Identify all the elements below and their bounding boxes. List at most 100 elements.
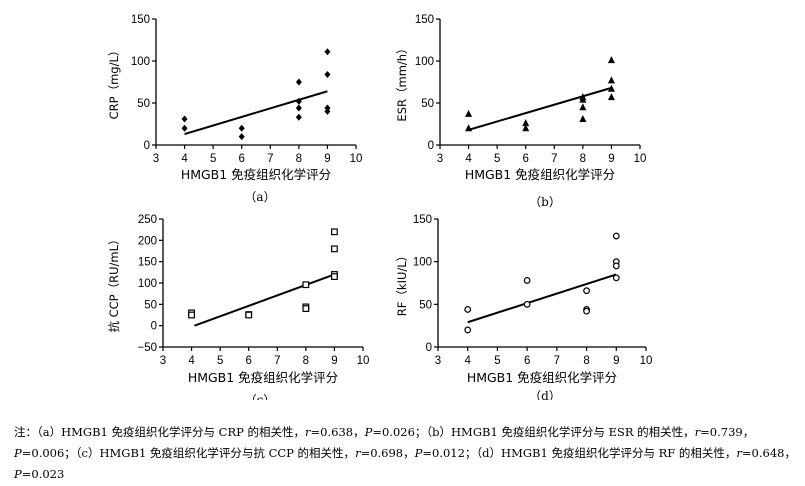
note-prefix: 注：（a）HMGB1 免疫组织化学评分与 CRP 的相关性， bbox=[14, 425, 306, 439]
y-axis-label: CRP（mg/L） bbox=[107, 45, 121, 120]
x-tick-label: 5 bbox=[210, 153, 216, 165]
y-tick-label: 100 bbox=[131, 56, 150, 68]
x-tick-label: 6 bbox=[246, 355, 252, 367]
x-tick-label: 6 bbox=[239, 153, 245, 165]
data-point bbox=[181, 124, 188, 132]
data-point bbox=[464, 306, 472, 313]
data-point bbox=[331, 245, 338, 253]
data-point bbox=[295, 78, 302, 86]
x-axis-label: HMGB1 免疫组织化学评分 bbox=[188, 370, 338, 385]
data-point bbox=[181, 115, 188, 123]
data-point bbox=[324, 48, 331, 56]
data-point bbox=[238, 124, 245, 132]
data-point bbox=[579, 103, 587, 111]
data-point bbox=[245, 311, 253, 319]
y-tick-label: 50 bbox=[419, 299, 432, 311]
x-axis-label: HMGB1 免疫组织化学评分 bbox=[465, 167, 615, 182]
data-point bbox=[464, 326, 472, 334]
x-tick-label: 5 bbox=[217, 355, 223, 367]
note-a-r: r bbox=[305, 425, 311, 439]
data-point bbox=[612, 262, 620, 270]
y-tick-label: 50 bbox=[137, 98, 150, 110]
x-axis-label: HMGB1 免疫组织化学评分 bbox=[467, 370, 617, 385]
y-tick-label: 250 bbox=[138, 214, 157, 226]
x-tick-label: 8 bbox=[303, 355, 309, 367]
x-tick-label: 3 bbox=[437, 153, 443, 165]
y-axis-label: 抗 CCP（RU/mL） bbox=[107, 233, 121, 332]
x-tick-label: 9 bbox=[324, 153, 330, 165]
data-point bbox=[607, 84, 615, 92]
data-point bbox=[607, 93, 615, 101]
y-axis-label: ESR（mm/h） bbox=[395, 42, 409, 121]
y-tick-label: 100 bbox=[138, 278, 157, 290]
note-a-r-value: =0.638， bbox=[310, 425, 365, 439]
data-point bbox=[579, 95, 587, 103]
note-c-r-value: =0.698， bbox=[360, 446, 415, 460]
x-tick-label: 10 bbox=[357, 355, 370, 367]
panel-label: （a） bbox=[244, 190, 275, 204]
note-d-r: r bbox=[736, 446, 742, 460]
chart-panel-c: −50 0 50 100 150 200 250 3 4 5 6 7 8 9 10 抗 CCP（RU/mL） H… bbox=[107, 214, 369, 400]
x-axis-label: HMGB1 免疫组织化学评分 bbox=[181, 167, 331, 182]
x-tick-label: 5 bbox=[494, 355, 500, 367]
x-tick-label: 4 bbox=[181, 153, 188, 165]
panel-label: （c） bbox=[245, 393, 276, 400]
y-tick-label: 100 bbox=[413, 257, 432, 269]
y-tick-label: −50 bbox=[137, 342, 157, 354]
x-tick-label: 3 bbox=[160, 355, 166, 367]
panel-label: （d） bbox=[529, 389, 561, 400]
regression-line bbox=[468, 86, 612, 131]
y-tick-label: 200 bbox=[138, 235, 157, 247]
note-b-p-value: =0.006；（c）HMGB1 免疫组织化学评分与抗 CCP 的相关性， bbox=[21, 446, 356, 460]
x-tick-label: 5 bbox=[494, 153, 500, 165]
data-point bbox=[331, 228, 338, 236]
data-point bbox=[607, 76, 615, 84]
x-tick-label: 7 bbox=[554, 355, 560, 367]
x-tick-label: 8 bbox=[296, 153, 302, 165]
y-tick-label: 100 bbox=[415, 56, 434, 68]
note-d-p-value: =0.023 bbox=[21, 467, 65, 481]
data-point bbox=[238, 133, 245, 141]
x-tick-label: 6 bbox=[524, 355, 530, 367]
x-tick-label: 7 bbox=[267, 153, 273, 165]
figure-note: 注：（a）HMGB1 免疫组织化学评分与 CRP 的相关性，r=0.638，P=… bbox=[14, 422, 796, 485]
chart-panel-b: 0 50 100 150 3 4 5 6 7 8 9 10 ESR（mm/h） HMGB1 免疫组织化学评… bbox=[395, 14, 646, 209]
data-point bbox=[522, 119, 530, 127]
chart-panel-d: 0 50 100 150 3 4 5 6 7 8 9 10 RF（kIU/L） HMGB1 免疫组织化学评… bbox=[395, 214, 652, 400]
data-point bbox=[465, 109, 473, 117]
note-b-r: r bbox=[694, 425, 701, 439]
x-tick-label: 8 bbox=[583, 355, 589, 367]
note-d-r-value: =0.648， bbox=[741, 446, 796, 460]
data-point bbox=[302, 305, 310, 312]
x-tick-label: 7 bbox=[551, 153, 557, 165]
x-tick-label: 4 bbox=[465, 153, 472, 165]
x-tick-label: 9 bbox=[608, 153, 614, 165]
x-tick-label: 10 bbox=[350, 153, 363, 165]
data-point bbox=[612, 232, 620, 240]
x-tick-label: 4 bbox=[188, 355, 195, 367]
x-tick-label: 6 bbox=[523, 153, 529, 165]
y-tick-label: 50 bbox=[421, 98, 434, 110]
y-tick-label: 0 bbox=[144, 140, 150, 152]
note-d-p: P bbox=[14, 467, 22, 481]
data-point bbox=[324, 107, 331, 115]
y-axis-label: RF（kIU/L） bbox=[395, 250, 409, 316]
note-b-r-value: =0.739， bbox=[700, 425, 755, 439]
note-a-p: P bbox=[364, 425, 373, 439]
x-tick-label: 9 bbox=[331, 355, 337, 367]
y-tick-label: 150 bbox=[138, 257, 157, 269]
note-c-p-value: =0.012；（d）HMGB1 免疫组织化学评分与 RF 的相关性， bbox=[422, 446, 737, 460]
data-point bbox=[523, 300, 531, 308]
data-point bbox=[612, 274, 620, 282]
y-tick-label: 150 bbox=[131, 14, 150, 26]
y-tick-label: 0 bbox=[426, 342, 432, 354]
data-point bbox=[331, 273, 338, 280]
y-tick-label: 0 bbox=[151, 321, 157, 333]
x-tick-label: 10 bbox=[640, 355, 653, 367]
data-point bbox=[324, 70, 331, 78]
y-tick-label: 150 bbox=[413, 214, 432, 226]
x-tick-label: 3 bbox=[435, 355, 441, 367]
data-point bbox=[579, 114, 587, 122]
data-point bbox=[583, 287, 590, 295]
